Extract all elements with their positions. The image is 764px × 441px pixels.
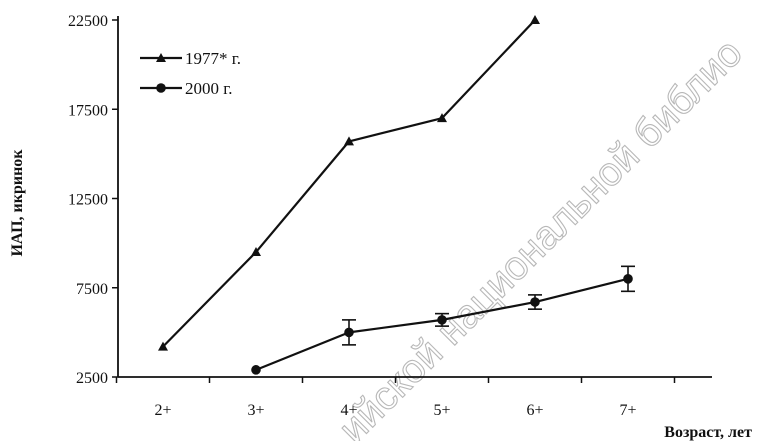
y-axis-title: ИАП, икринок (9, 149, 26, 257)
data-point-2 (530, 297, 540, 307)
y-tick-label: 17500 (68, 102, 108, 119)
legend-label: 1977* г. (185, 49, 241, 68)
data-point-1 (158, 341, 168, 351)
x-tick-label: 7+ (619, 402, 636, 419)
x-tick-label: 6+ (526, 402, 543, 419)
x-axis-title: Возраст, лет (664, 424, 752, 441)
x-tick-label: 2+ (154, 402, 171, 419)
y-tick-label: 22500 (68, 13, 108, 30)
x-tick-label: 3+ (247, 402, 264, 419)
x-tick-label: 5+ (433, 402, 450, 419)
legend-marker (156, 83, 166, 93)
data-point-2 (623, 274, 633, 284)
legend: 1977* г. 2000 г. (140, 49, 241, 98)
data-point-1 (437, 113, 447, 123)
legend-label: 2000 г. (185, 79, 233, 98)
y-tick-label: 12500 (68, 192, 108, 209)
data-point-1 (530, 15, 540, 24)
y-tick-label: 2500 (76, 370, 108, 387)
series-layer (158, 15, 635, 375)
data-point-2 (251, 365, 261, 375)
axes: 2500 7500 12500 17500 22500 2+ 3+ 4+ 5+ 6+ 7+ (68, 13, 712, 419)
data-point-1 (251, 247, 261, 257)
data-point-2 (344, 327, 354, 338)
data-point-1 (344, 136, 354, 146)
legend-marker (156, 53, 166, 62)
x-tick-label: 4+ (340, 402, 357, 419)
data-point-2 (437, 315, 447, 325)
watermark: ийской национальной библио (330, 31, 751, 441)
y-tick-label: 7500 (76, 281, 108, 298)
